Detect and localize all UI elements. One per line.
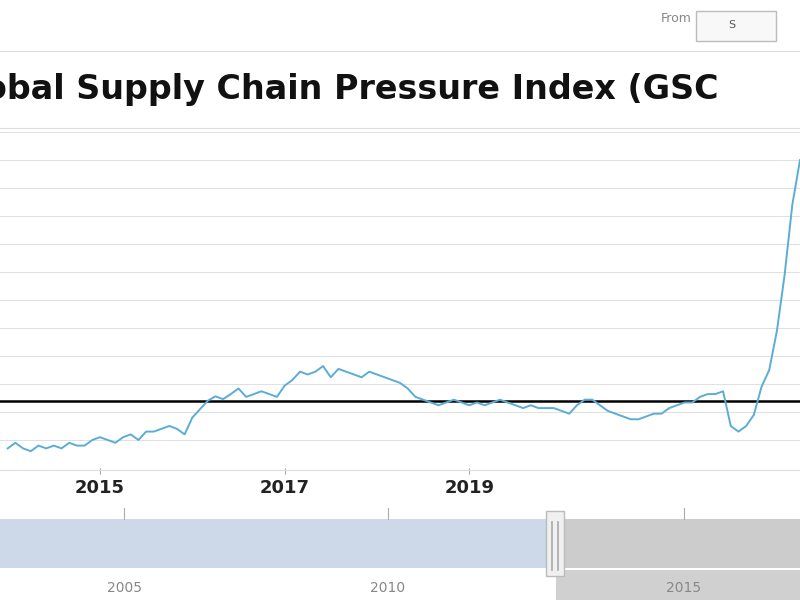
FancyBboxPatch shape [546, 511, 564, 576]
Text: 2010: 2010 [370, 581, 406, 595]
Text: S: S [729, 20, 735, 31]
Text: From: From [661, 13, 692, 25]
Text: 2005: 2005 [106, 581, 142, 595]
Text: obal Supply Chain Pressure Index (GSC: obal Supply Chain Pressure Index (GSC [0, 73, 718, 106]
Text: 2015: 2015 [666, 581, 702, 595]
FancyBboxPatch shape [696, 11, 776, 40]
